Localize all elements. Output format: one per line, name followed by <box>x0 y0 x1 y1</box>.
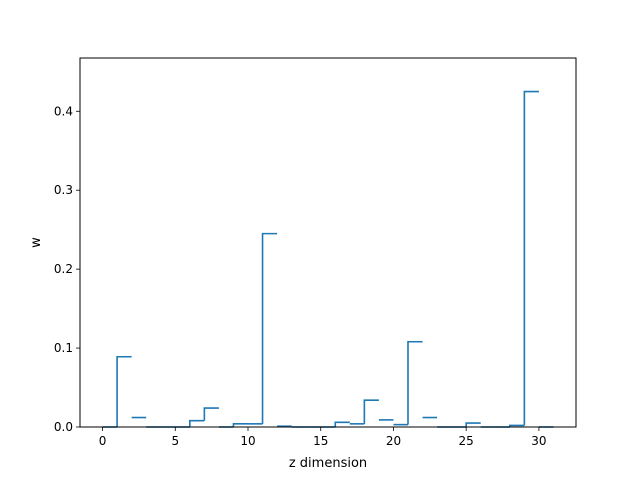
y-tick-label: 0.2 <box>54 262 73 276</box>
x-tick-label: 25 <box>459 434 474 448</box>
histogram-bin <box>465 422 481 427</box>
histogram-bin <box>363 399 379 424</box>
histogram-bin <box>523 90 539 426</box>
histogram-bin <box>261 232 278 424</box>
y-axis-label: w <box>29 237 44 248</box>
y-tick-label: 0.1 <box>54 341 73 355</box>
histogram-bin <box>334 421 350 427</box>
axes-frame <box>79 57 577 428</box>
x-tick-label: 20 <box>386 434 401 448</box>
x-tick-label: 10 <box>240 434 255 448</box>
histogram-bin <box>189 419 205 427</box>
x-axis-label: z dimension <box>289 456 367 471</box>
x-tick-label: 15 <box>313 434 328 448</box>
x-tick-label: 30 <box>531 434 546 448</box>
y-tick-label: 0.0 <box>54 420 73 434</box>
histogram-bin <box>203 407 219 421</box>
histogram-bin <box>232 423 248 427</box>
x-tick-label: 0 <box>99 434 107 448</box>
histogram-bin <box>509 424 525 427</box>
histogram-bin <box>116 355 132 427</box>
y-tick-label: 0.3 <box>54 183 73 197</box>
x-axis-ticks: 0 5 10 15 20 25 30 <box>99 427 547 448</box>
y-tick-label: 0.4 <box>54 104 73 118</box>
histogram-bin <box>407 340 423 425</box>
x-tick-label: 5 <box>171 434 179 448</box>
y-axis-ticks: 0.0 0.1 0.2 0.3 0.4 <box>54 104 80 434</box>
